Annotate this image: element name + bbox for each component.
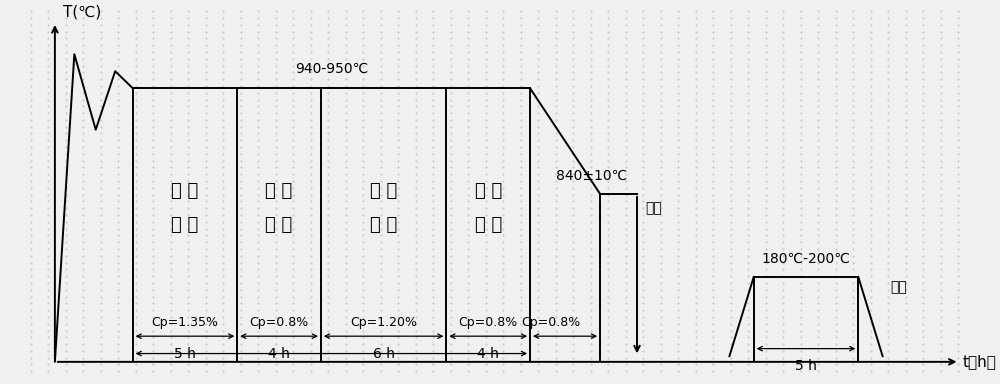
Text: Cp=1.20%: Cp=1.20%	[350, 316, 417, 329]
Text: 5 h: 5 h	[174, 347, 196, 361]
Text: 一 次: 一 次	[265, 182, 293, 200]
Text: 180℃-200℃: 180℃-200℃	[762, 252, 850, 266]
Text: 扩 散: 扩 散	[265, 216, 293, 234]
Text: 强 渗: 强 渗	[171, 216, 199, 234]
Text: 一 次: 一 次	[171, 182, 199, 200]
Text: 扩 散: 扩 散	[475, 216, 502, 234]
Text: 二 次: 二 次	[370, 182, 397, 200]
Text: 强 渗: 强 渗	[370, 216, 397, 234]
Text: Cp=0.8%: Cp=0.8%	[459, 316, 518, 329]
Text: 6 h: 6 h	[373, 347, 395, 361]
Text: T(℃): T(℃)	[63, 5, 101, 20]
Text: 空冷: 空冷	[890, 281, 907, 295]
Text: Cp=1.35%: Cp=1.35%	[151, 316, 218, 329]
Text: 二 次: 二 次	[475, 182, 502, 200]
Text: 4 h: 4 h	[268, 347, 290, 361]
Text: Cp=0.8%: Cp=0.8%	[521, 316, 580, 329]
Text: 4 h: 4 h	[477, 347, 499, 361]
Text: 940-950℃: 940-950℃	[295, 62, 368, 76]
Text: t（h）: t（h）	[962, 354, 996, 369]
Text: 840±10℃: 840±10℃	[556, 169, 628, 183]
Text: 5 h: 5 h	[795, 359, 817, 373]
Text: Cp=0.8%: Cp=0.8%	[249, 316, 309, 329]
Text: 油淣: 油淣	[645, 202, 662, 215]
